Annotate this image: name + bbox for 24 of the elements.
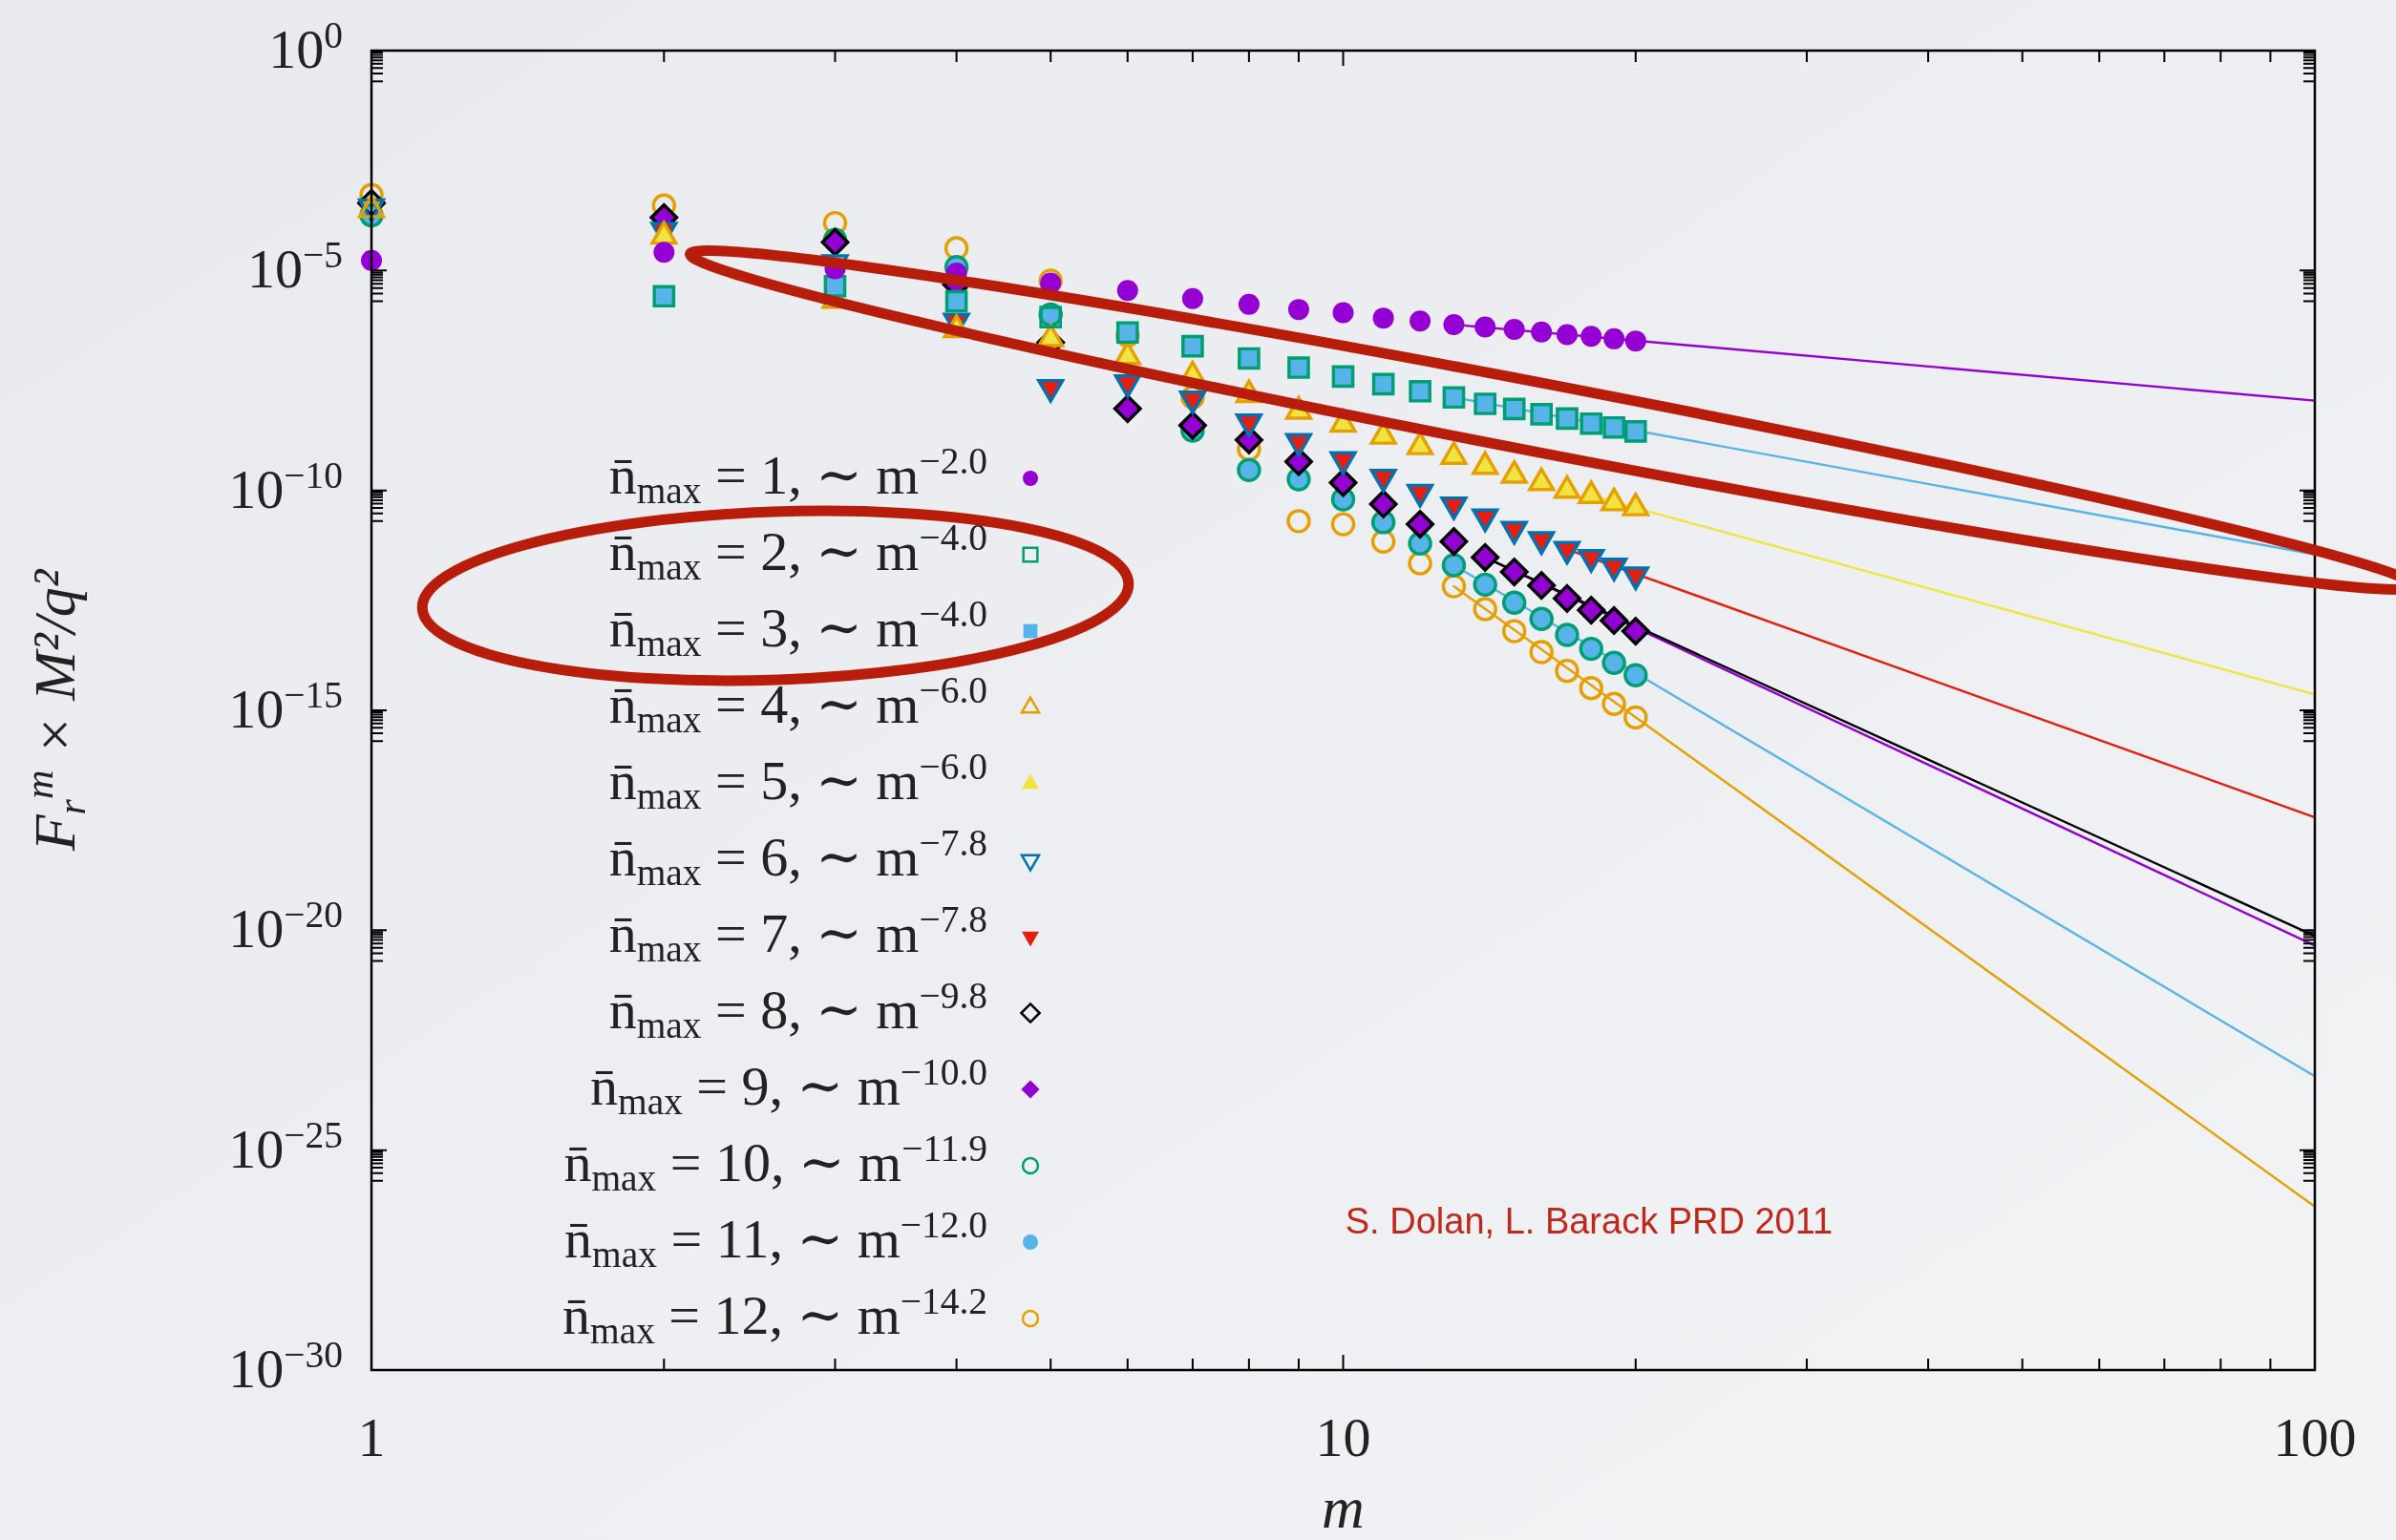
y-tick-label: 10$^{−20}$ <box>228 893 343 960</box>
legend-label: n̄$_{max}$ = 6, ∼ m$^{−7.8}$ <box>608 821 987 894</box>
legend-label: n̄$_{max}$ = 5, ∼ m$^{−6.0}$ <box>608 745 987 817</box>
x-axis-title: m <box>1322 1475 1365 1540</box>
legend-label: n̄$_{max}$ = 2, ∼ m$^{−4.0}$ <box>608 516 987 588</box>
legend-label: n̄$_{max}$ = 3, ∼ m$^{−4.0}$ <box>608 592 987 665</box>
y-tick-label: 10$^{0}$ <box>268 13 343 80</box>
x-tick-label: 1 <box>357 1406 386 1468</box>
legend-label: n̄$_{max}$ = 12, ∼ m$^{−14.2}$ <box>562 1279 987 1352</box>
annotation: S. Dolan, L. Barack PRD 2011 <box>1345 1201 1834 1241</box>
legend-label: n̄$_{max}$ = 10, ∼ m$^{−11.9}$ <box>563 1127 987 1199</box>
legend-label: n̄$_{max}$ = 11, ∼ m$^{−12.0}$ <box>564 1203 987 1276</box>
x-tick-label: 10 <box>1315 1406 1371 1468</box>
legend-label: n̄$_{max}$ = 4, ∼ m$^{−6.0}$ <box>608 668 987 741</box>
y-tick-label: 10$^{−15}$ <box>228 673 343 740</box>
y-tick-label: 10$^{−5}$ <box>247 233 343 301</box>
x-tick-label: 100 <box>2273 1406 2357 1468</box>
legend-label: n̄$_{max}$ = 7, ∼ m$^{−7.8}$ <box>608 897 987 970</box>
legend-label: n̄$_{max}$ = 8, ∼ m$^{−9.8}$ <box>608 974 987 1046</box>
legend-label: n̄$_{max}$ = 1, ∼ m$^{−2.0}$ <box>608 439 987 512</box>
y-tick-label: 10$^{−25}$ <box>228 1113 343 1180</box>
y-tick-label: 10$^{−30}$ <box>228 1333 343 1400</box>
y-tick-label: 10$^{−10}$ <box>228 454 343 520</box>
legend-label: n̄$_{max}$ = 9, ∼ m$^{−10.0}$ <box>589 1050 987 1123</box>
